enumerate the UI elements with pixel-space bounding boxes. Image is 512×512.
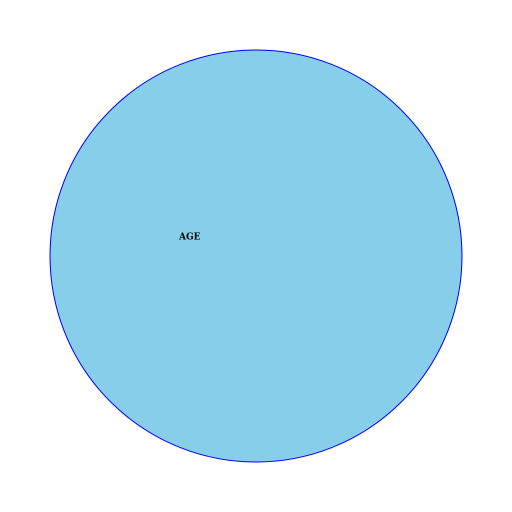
age-circle-label: AGE bbox=[178, 233, 201, 243]
age-circle bbox=[49, 49, 463, 463]
